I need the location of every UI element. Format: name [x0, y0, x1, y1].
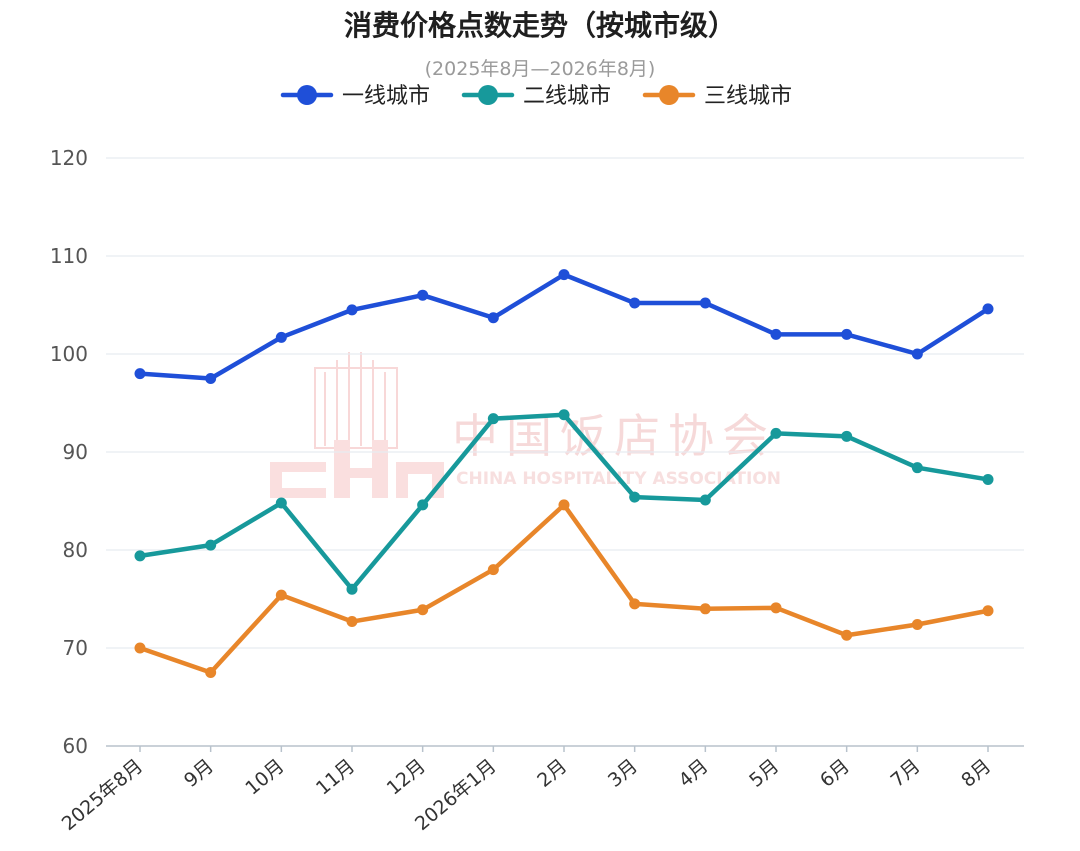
data-point [417, 289, 429, 301]
data-point [134, 550, 146, 562]
x-tick-label: 2月 [533, 755, 571, 792]
y-tick-label: 70 [63, 636, 88, 660]
series-line [137, 502, 991, 675]
series-line [137, 272, 991, 381]
y-axis: 60 70 80 90 100 110 120 [50, 146, 88, 758]
x-tick-label: 6月 [816, 755, 854, 792]
legend-item: 二线城市 [461, 84, 611, 109]
data-point [911, 348, 923, 360]
data-point [558, 499, 570, 511]
data-point [911, 462, 923, 474]
x-tick-label: 11月 [312, 755, 359, 800]
y-tick-label: 60 [63, 734, 88, 758]
legend-item: 三线城市 [642, 84, 792, 109]
series-2 [134, 409, 994, 595]
data-point [205, 373, 217, 384]
grid-lines [106, 157, 1024, 649]
legend-item: 一线城市 [280, 84, 430, 109]
y-tick-label: 110 [50, 244, 88, 268]
data-point [346, 616, 358, 628]
watermark-logo-icon [270, 352, 444, 498]
legend-label: 三线城市 [704, 84, 792, 109]
data-point [699, 603, 711, 615]
legend-label: 二线城市 [523, 84, 611, 109]
data-point [629, 598, 641, 610]
data-point [275, 331, 287, 343]
y-tick-label: 90 [63, 440, 88, 464]
data-point [629, 297, 641, 309]
chart-subtitle: (2025年8月—2026年8月) [424, 58, 656, 80]
data-point [487, 312, 499, 324]
watermark: 中国饭店协会 CHINA HOSPITALITY ASSOCIATION [270, 352, 781, 498]
data-point [841, 430, 853, 442]
x-tick-label: 9月 [180, 755, 218, 792]
data-point [205, 667, 217, 678]
x-tick-label: 2025年8月 [58, 755, 148, 835]
data-point [487, 564, 499, 576]
data-point [275, 497, 287, 509]
x-tick-label: 7月 [887, 755, 925, 792]
data-point [841, 629, 853, 641]
data-point [911, 618, 923, 630]
series-layer [134, 269, 994, 678]
series-1 [134, 269, 994, 384]
data-point [346, 583, 358, 595]
data-point [982, 303, 994, 315]
x-tick-label: 12月 [383, 755, 430, 800]
x-tick-label: 8月 [957, 755, 995, 792]
legend-marker [659, 85, 679, 105]
data-point [417, 604, 429, 616]
x-tick-label: 4月 [675, 755, 713, 792]
x-tick-label: 3月 [604, 755, 642, 792]
legend-marker [297, 85, 317, 105]
data-point [205, 539, 217, 551]
data-point [417, 499, 429, 511]
data-point [487, 413, 499, 425]
data-point [275, 589, 287, 601]
data-point [770, 328, 782, 340]
data-point [982, 605, 994, 617]
legend-marker [478, 85, 498, 105]
data-point [558, 409, 570, 421]
data-point [699, 297, 711, 309]
data-point [134, 642, 146, 654]
y-tick-label: 80 [63, 538, 88, 562]
data-point [841, 328, 853, 340]
data-point [982, 473, 994, 485]
data-point [346, 304, 358, 316]
x-tick-label: 5月 [745, 755, 783, 792]
data-point [629, 491, 641, 503]
data-point [770, 602, 782, 614]
data-point [134, 368, 146, 380]
legend-label: 一线城市 [342, 84, 430, 109]
legend: 一线城市 二线城市 三线城市 [280, 84, 792, 109]
x-tick-label: 10月 [241, 755, 288, 800]
y-tick-label: 100 [50, 342, 88, 366]
y-tick-label: 120 [50, 146, 88, 170]
data-point [770, 427, 782, 439]
chart-title: 消费价格点数走势（按城市级） [343, 9, 736, 42]
data-point [558, 269, 570, 281]
data-point [699, 494, 711, 506]
series-3 [134, 499, 994, 678]
